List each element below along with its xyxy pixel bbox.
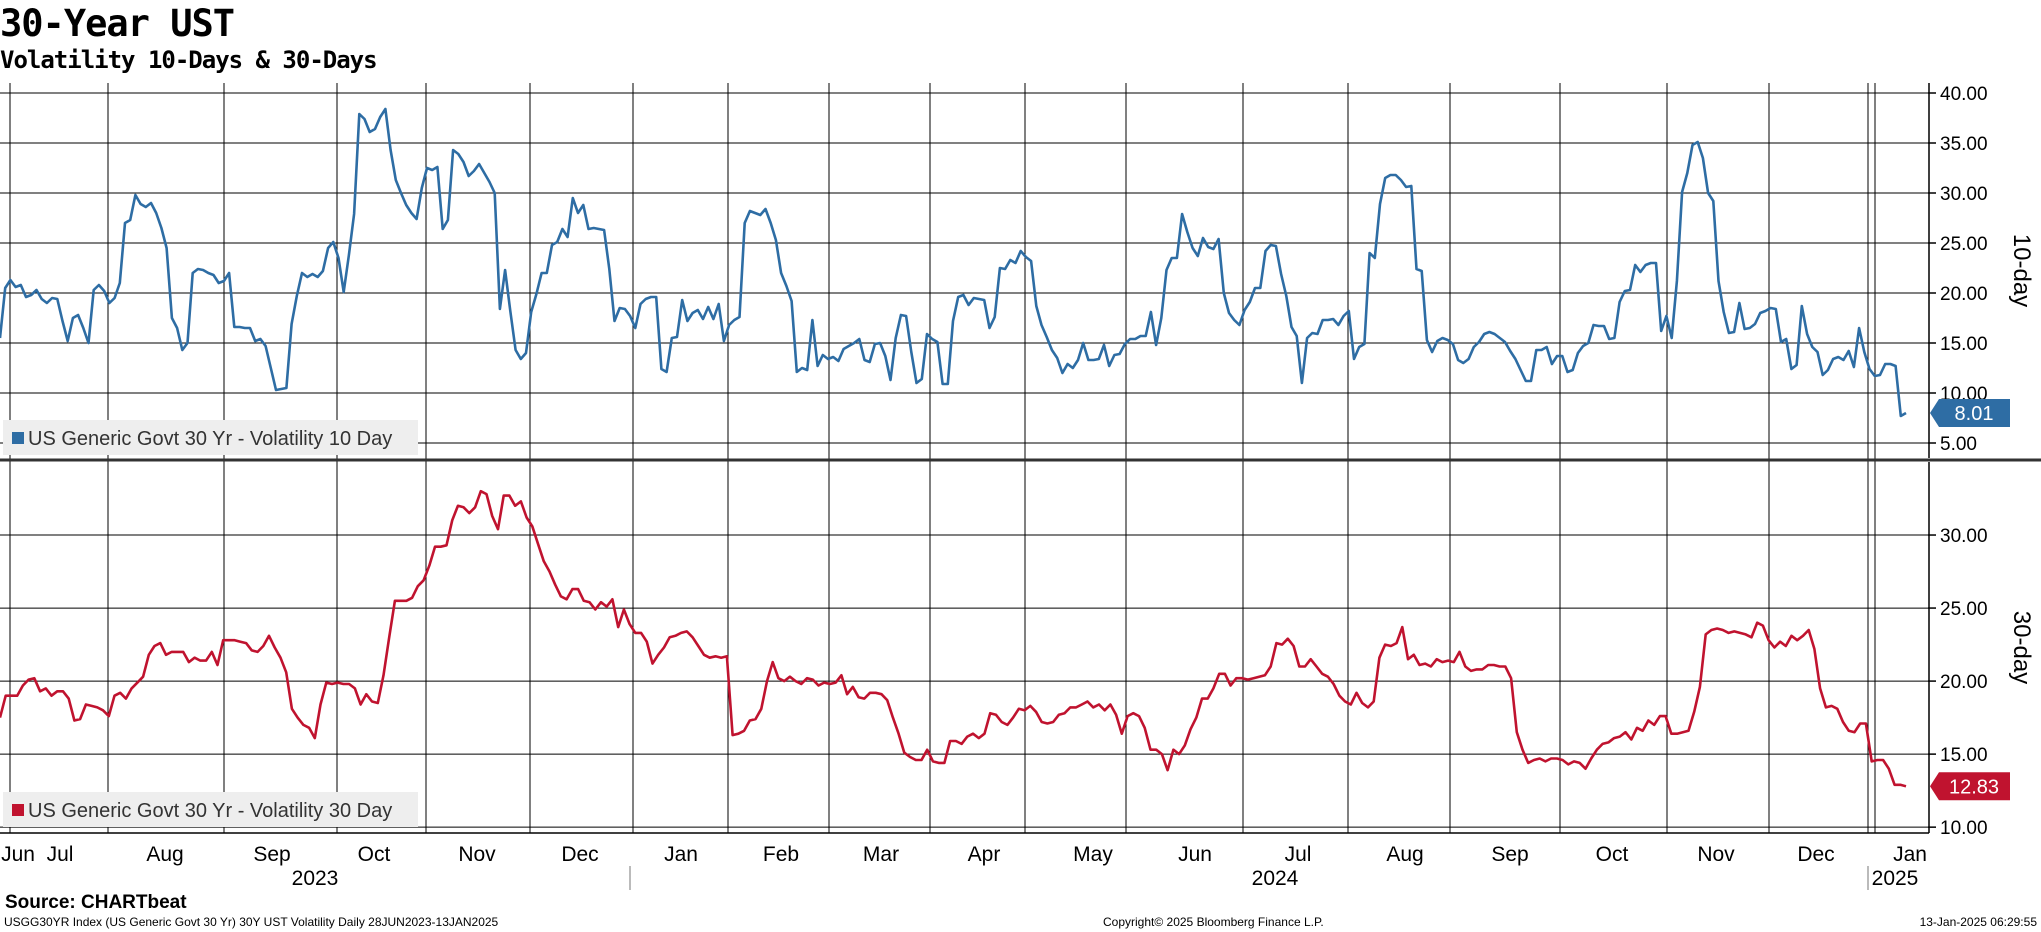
legend-10d: US Generic Govt 30 Yr - Volatility 10 Da…: [3, 420, 418, 455]
x-month-label: Dec: [1797, 843, 1834, 866]
index-description: USGG30YR Index (US Generic Govt 30 Yr) 3…: [4, 915, 499, 929]
x-month-label: Feb: [763, 843, 799, 866]
y-tick-label: 30.00: [1940, 184, 1988, 205]
x-month-label: Sep: [253, 843, 290, 866]
volatility-10d-line: [0, 107, 1907, 418]
chart-subtitle: Volatility 10-Days & 30-Days: [0, 46, 378, 74]
y-tick-label: 15.00: [1940, 334, 1988, 355]
x-month-label: Oct: [1596, 843, 1629, 866]
y-tick-label: 5.00: [1940, 434, 1977, 455]
x-month-label: Aug: [1386, 843, 1423, 866]
grid-layer: [0, 83, 1928, 833]
x-month-label: Nov: [1697, 843, 1735, 866]
y-tick-label: 35.00: [1940, 134, 1988, 155]
x-month-label: Apr: [968, 843, 1001, 866]
x-month-label: Jan: [664, 843, 698, 866]
x-year-label: 2025: [1872, 867, 1919, 890]
x-year-label: 2024: [1252, 867, 1299, 890]
x-year-label: 2023: [292, 867, 339, 890]
legend-label: US Generic Govt 30 Yr - Volatility 30 Da…: [28, 800, 392, 822]
last-value-badge-30d: 12.83: [1930, 772, 2010, 801]
legend-layer: US Generic Govt 30 Yr - Volatility 10 Da…: [3, 420, 418, 827]
x-month-label: Oct: [358, 843, 391, 866]
y-tick-label: 25.00: [1940, 234, 1988, 255]
legend-label: US Generic Govt 30 Yr - Volatility 10 Da…: [28, 428, 392, 450]
y-tick-label: 25.00: [1940, 599, 1988, 620]
x-month-label: Jul: [47, 843, 74, 866]
last-value-badge-10d: 8.01: [1930, 399, 2010, 427]
last-value-text: 12.83: [1949, 776, 1999, 798]
legend-box: [3, 792, 418, 827]
y-tick-label: 10.00: [1940, 818, 1988, 839]
source-note: Source: CHARTbeat: [5, 892, 187, 913]
series-layer: [0, 107, 1907, 788]
x-month-label: May: [1073, 843, 1113, 866]
x-month-label: Jun: [1, 843, 35, 866]
x-month-label: Mar: [863, 843, 899, 866]
axis-layer: 40.00 35.00 30.00 25.00 20.00 15.00 10.00 5.00 1…: [0, 83, 2041, 890]
last-value-badge-bg: [1930, 399, 2010, 427]
legend-swatch: [12, 804, 24, 816]
x-month-label: Jan: [1893, 843, 1927, 866]
chart-title: 30-Year UST: [0, 2, 235, 45]
volatility-30d-line: [0, 489, 1907, 788]
y-tick-label: 20.00: [1940, 672, 1988, 693]
x-month-label: Sep: [1491, 843, 1528, 866]
x-month-label: Nov: [458, 843, 496, 866]
copyright-note: Copyright© 2025 Bloomberg Finance L.P.: [1103, 915, 1324, 929]
legend-box: [3, 420, 418, 455]
last-value-badge-bg: [1930, 772, 2010, 801]
y-tick-label: 40.00: [1940, 84, 1988, 105]
x-month-label: Jun: [1178, 843, 1212, 866]
legend-swatch: [12, 432, 24, 444]
y-axis-title-30d: 30-day: [2008, 611, 2035, 684]
x-month-label: Aug: [146, 843, 183, 866]
y-tick-label: 15.00: [1940, 745, 1988, 766]
x-month-label: Dec: [561, 843, 598, 866]
x-month-label: Jul: [1285, 843, 1312, 866]
y-axis-title-10d: 10-day: [2008, 234, 2035, 307]
y-tick-label: 20.00: [1940, 284, 1988, 305]
legend-30d: US Generic Govt 30 Yr - Volatility 30 Da…: [3, 792, 418, 827]
last-value-text: 8.01: [1955, 403, 1994, 425]
timestamp: 13-Jan-2025 06:29:55: [1919, 915, 2037, 929]
y-tick-label: 30.00: [1940, 526, 1988, 547]
